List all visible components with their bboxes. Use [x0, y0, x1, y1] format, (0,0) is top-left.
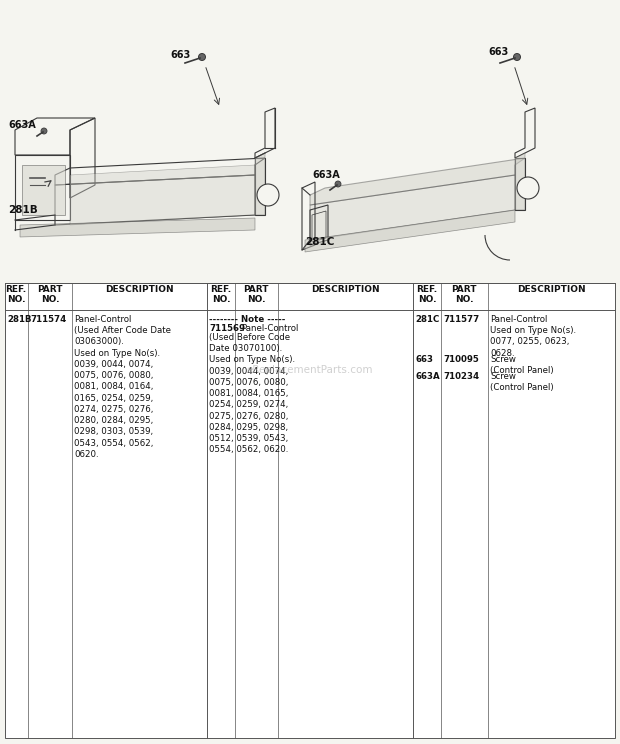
Circle shape [517, 177, 539, 199]
Text: Screw
(Control Panel): Screw (Control Panel) [490, 355, 554, 375]
Text: REF.
NO.: REF. NO. [210, 285, 231, 304]
Circle shape [198, 54, 205, 60]
Polygon shape [255, 153, 265, 215]
Text: REF.
NO.: REF. NO. [417, 285, 438, 304]
Text: Screw
(Control Panel): Screw (Control Panel) [490, 372, 554, 392]
Polygon shape [20, 218, 255, 237]
Bar [5, 283, 615, 738]
Circle shape [335, 181, 341, 187]
Text: PART
NO.: PART NO. [243, 285, 268, 304]
Text: PART
NO.: PART NO. [37, 285, 63, 304]
Text: 663: 663 [415, 355, 433, 364]
Polygon shape [310, 175, 515, 240]
Text: DESCRIPTION: DESCRIPTION [105, 285, 174, 294]
Circle shape [257, 184, 279, 206]
Text: DESCRIPTION: DESCRIPTION [516, 285, 585, 294]
Polygon shape [70, 165, 255, 225]
Text: eReplacementParts.com: eReplacementParts.com [247, 365, 373, 375]
Text: 663: 663 [488, 47, 508, 57]
Text: 663A: 663A [415, 372, 440, 381]
Text: 710095: 710095 [443, 355, 479, 364]
Polygon shape [305, 210, 515, 252]
Text: PART
NO.: PART NO. [451, 285, 477, 304]
Circle shape [41, 128, 47, 134]
Text: 281B: 281B [8, 205, 38, 215]
Text: Panel-Control: Panel-Control [241, 324, 298, 333]
Text: Panel-Control
Used on Type No(s).
0077, 0255, 0623,
0628.: Panel-Control Used on Type No(s). 0077, … [490, 315, 576, 358]
Polygon shape [310, 158, 525, 205]
Text: REF.
NO.: REF. NO. [6, 285, 27, 304]
Text: (Used Before Code
Date 03070100).
Used on Type No(s).
0039, 0044, 0074,
0075, 00: (Used Before Code Date 03070100). Used o… [209, 333, 295, 455]
Text: -------- Note -----: -------- Note ----- [209, 315, 285, 324]
Text: 663A: 663A [312, 170, 340, 180]
Text: 710234: 710234 [443, 372, 479, 381]
Text: 281C: 281C [305, 237, 334, 247]
Text: 663A: 663A [8, 120, 36, 130]
Text: 711574: 711574 [30, 315, 66, 324]
Circle shape [513, 54, 521, 60]
Text: 281B: 281B [7, 315, 32, 324]
Text: Panel-Control
(Used After Code Date
03063000).
Used on Type No(s).
0039, 0044, 0: Panel-Control (Used After Code Date 0306… [74, 315, 171, 459]
Text: 711569: 711569 [209, 324, 245, 333]
Text: 663: 663 [170, 50, 190, 60]
Polygon shape [22, 165, 65, 215]
Text: 281C: 281C [415, 315, 439, 324]
Text: DESCRIPTION: DESCRIPTION [311, 285, 379, 294]
Text: 711577: 711577 [443, 315, 479, 324]
Polygon shape [515, 153, 525, 210]
